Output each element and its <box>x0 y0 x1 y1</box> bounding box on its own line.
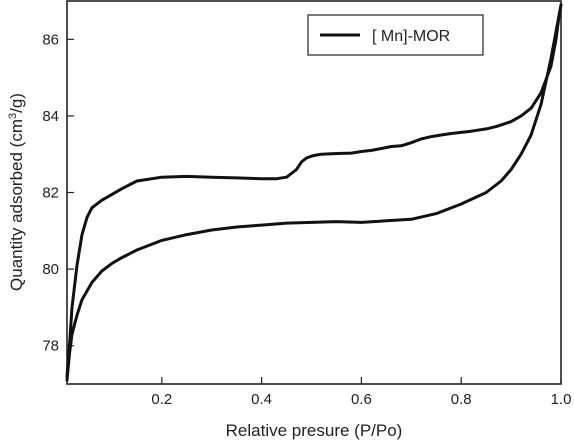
y-tick-label: 78 <box>42 338 59 355</box>
x-tick-label: 0.2 <box>151 391 172 408</box>
legend-label: [ Mn]-MOR <box>372 28 450 45</box>
y-axis-title-main: Quantity adsorbed (cm <box>7 119 26 291</box>
y-axis-title-sup: 3 <box>7 113 19 119</box>
x-tick-label: 1.0 <box>551 391 572 408</box>
y-tick-label: 86 <box>42 31 59 48</box>
series-line-mn-mor <box>65 3 563 382</box>
series-layer <box>65 3 563 382</box>
x-tick-label: 0.6 <box>351 391 372 408</box>
x-axis: 0.2 0.4 0.6 0.8 1.0 <box>151 377 571 408</box>
x-tick-label: 0.8 <box>451 391 472 408</box>
y-axis-title: Quantity adsorbed (cm3/g) <box>7 93 26 291</box>
y-tick-label: 80 <box>42 261 59 278</box>
x-axis-title: Relative presure (P/Po) <box>226 421 403 440</box>
y-tick-label: 82 <box>42 185 59 202</box>
x-tick-label: 0.4 <box>251 391 272 408</box>
y-tick-label: 84 <box>42 108 59 125</box>
legend: [ Mn]-MOR <box>307 14 484 56</box>
y-axis-title-tail: /g) <box>7 93 26 113</box>
y-axis: 78 80 82 84 86 <box>42 31 74 355</box>
